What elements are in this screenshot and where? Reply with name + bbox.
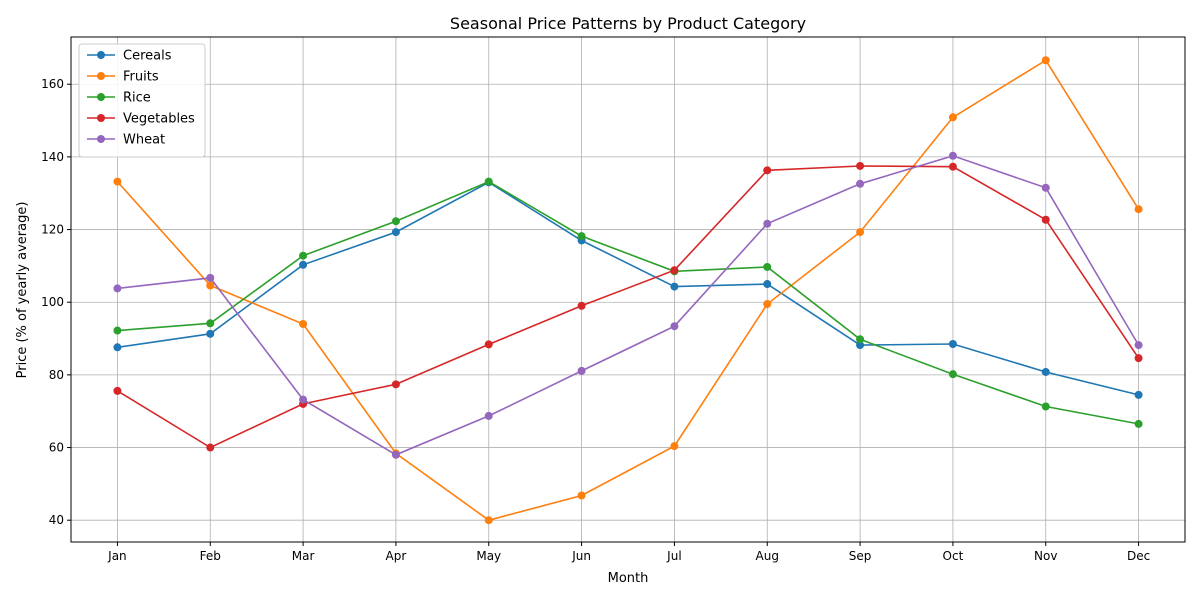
y-tick-label: 80 xyxy=(49,368,64,382)
data-point-wheat xyxy=(670,322,679,331)
series-line-vegetables xyxy=(116,165,1140,449)
data-point-wheat xyxy=(206,273,215,282)
data-point-cereals xyxy=(206,329,215,338)
data-point-vegetables xyxy=(1134,354,1143,363)
data-point-vegetables xyxy=(577,301,586,310)
legend: Cereals Fruits Rice Vegetables Wheat xyxy=(78,43,206,158)
y-tick-label: 160 xyxy=(41,77,64,91)
data-point-rice xyxy=(113,326,122,335)
data-point-cereals xyxy=(856,341,865,350)
data-point-wheat xyxy=(948,151,957,160)
legend-label-wheat: Wheat xyxy=(123,133,165,148)
data-point-fruits xyxy=(763,300,772,309)
plot-frame xyxy=(70,36,1186,543)
axes: Jan Feb Mar Apr May Jun Jul Aug Sep Oct Nov Dec 40 60… xyxy=(41,77,1150,563)
x-tick-label: Aug xyxy=(756,549,779,563)
data-point-fruits xyxy=(206,281,215,290)
data-point-vegetables xyxy=(484,340,493,349)
data-point-wheat xyxy=(1134,341,1143,350)
series-line-wheat xyxy=(117,154,1140,456)
series-line-fruits xyxy=(116,59,1140,522)
legend-label-rice: Rice xyxy=(123,91,151,106)
data-point-wheat xyxy=(1041,183,1050,192)
data-point-fruits xyxy=(1041,56,1050,65)
y-tick-label: 140 xyxy=(41,150,64,164)
y-tick-label: 120 xyxy=(41,223,64,237)
data-point-rice xyxy=(856,335,865,344)
data-point-fruits xyxy=(670,442,679,451)
data-point-cereals xyxy=(1041,367,1050,376)
x-tick-label: Jul xyxy=(666,549,681,563)
legend-box xyxy=(78,43,206,158)
data-point-vegetables xyxy=(391,380,400,389)
data-point-wheat xyxy=(113,284,122,293)
data-point-fruits xyxy=(577,491,586,500)
data-point-vegetables xyxy=(670,266,679,275)
series-lines xyxy=(113,56,1143,525)
data-point-rice xyxy=(1134,419,1143,428)
data-point-fruits xyxy=(948,113,957,122)
legend-marker-vegetables xyxy=(97,114,105,122)
x-tick-label: Mar xyxy=(292,549,315,563)
x-tick-label: Sep xyxy=(849,549,872,563)
x-tick-label: Dec xyxy=(1127,549,1150,563)
data-point-cereals xyxy=(670,282,679,291)
data-point-rice xyxy=(948,370,957,379)
legend-marker-rice xyxy=(97,93,105,101)
grid-lines xyxy=(71,37,1185,542)
legend-marker-cereals xyxy=(97,51,105,59)
data-point-wheat xyxy=(763,219,772,228)
data-point-wheat xyxy=(856,179,865,188)
data-point-fruits xyxy=(484,516,493,525)
data-point-cereals xyxy=(1134,390,1143,399)
data-point-cereals xyxy=(113,343,122,352)
legend-label-fruits: Fruits xyxy=(123,70,159,85)
data-point-wheat xyxy=(391,450,400,459)
data-point-rice xyxy=(763,262,772,271)
data-point-wheat xyxy=(577,366,586,375)
x-tick-label: May xyxy=(476,549,501,563)
series-line-cereals xyxy=(117,181,1139,396)
data-point-fruits xyxy=(1134,205,1143,214)
y-tick-label: 100 xyxy=(41,295,64,309)
chart-title: Seasonal Price Patterns by Product Categ… xyxy=(450,14,806,33)
data-point-vegetables xyxy=(206,443,215,452)
y-tick-label: 60 xyxy=(49,441,64,455)
x-tick-label: Apr xyxy=(386,549,407,563)
legend-label-cereals: Cereals xyxy=(123,49,172,64)
data-point-rice xyxy=(1041,402,1050,411)
data-point-vegetables xyxy=(763,166,772,175)
data-point-vegetables xyxy=(1041,215,1050,224)
x-tick-label: Jan xyxy=(107,549,127,563)
legend-marker-fruits xyxy=(97,72,105,80)
data-point-cereals xyxy=(763,280,772,289)
y-axis-label: Price (% of yearly average) xyxy=(15,202,30,379)
data-point-cereals xyxy=(391,228,400,237)
x-tick-label: Nov xyxy=(1034,549,1057,563)
data-point-cereals xyxy=(299,260,308,269)
data-point-vegetables xyxy=(948,162,957,171)
series-line-rice xyxy=(117,180,1139,425)
x-tick-label: Oct xyxy=(943,549,964,563)
y-tick-label: 40 xyxy=(49,513,64,527)
legend-label-vegetables: Vegetables xyxy=(123,112,195,127)
data-point-vegetables xyxy=(856,161,865,170)
x-axis-label: Month xyxy=(608,571,649,586)
data-point-wheat xyxy=(484,411,493,420)
data-point-fruits xyxy=(299,320,308,329)
data-point-fruits xyxy=(113,177,122,186)
data-point-vegetables xyxy=(113,386,122,395)
data-point-rice xyxy=(206,319,215,328)
data-point-wheat xyxy=(299,395,308,404)
data-point-rice xyxy=(484,177,493,186)
data-point-rice xyxy=(577,232,586,241)
legend-marker-wheat xyxy=(97,135,105,143)
data-point-rice xyxy=(391,217,400,226)
data-point-rice xyxy=(299,251,308,260)
x-tick-label: Jun xyxy=(571,549,591,563)
x-tick-label: Feb xyxy=(200,549,221,563)
data-point-fruits xyxy=(856,228,865,237)
data-point-cereals xyxy=(948,339,957,348)
